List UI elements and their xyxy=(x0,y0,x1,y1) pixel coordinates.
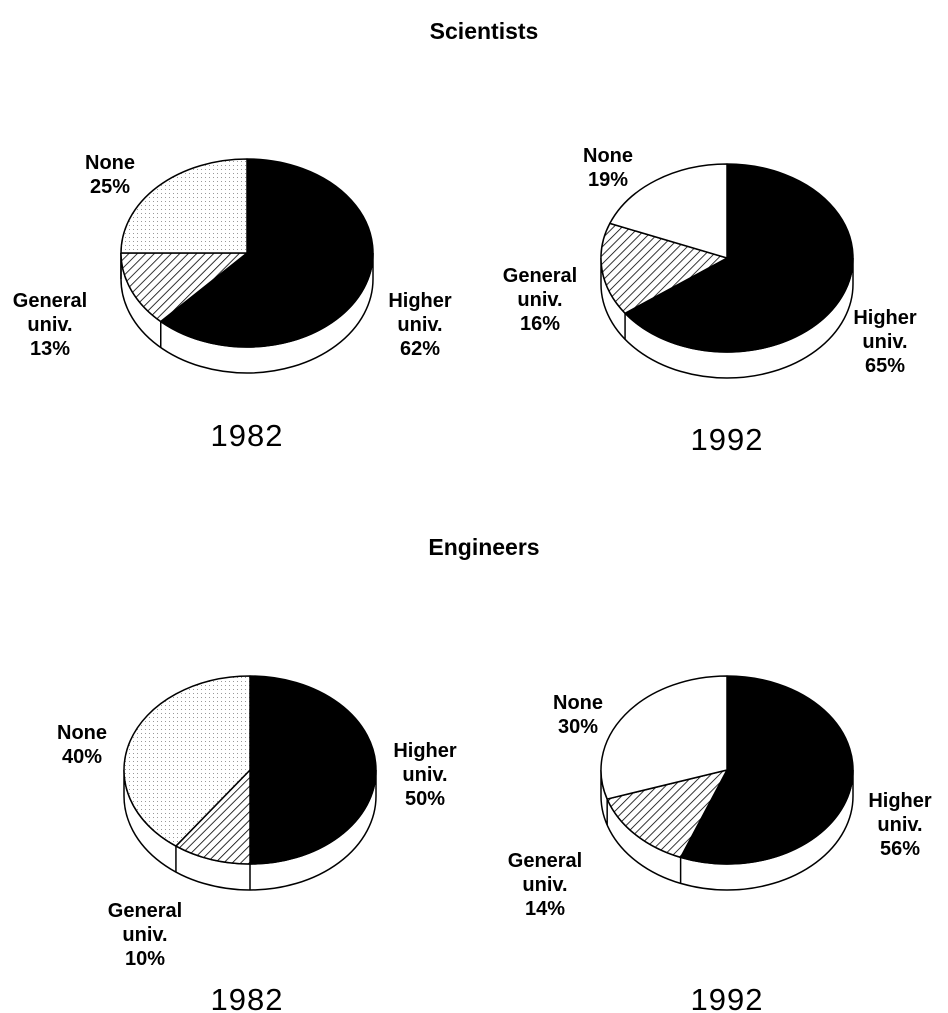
slice-category: General univ. xyxy=(12,290,88,336)
slice-label: Higher univ. 62% xyxy=(388,289,451,361)
pie-slice xyxy=(249,675,377,865)
slice-value: 16% xyxy=(519,313,561,335)
slice-value: 14% xyxy=(524,898,566,920)
slice-label: None 25% xyxy=(85,151,135,199)
slice-label: General univ. 14% xyxy=(508,849,582,921)
pie-title: 1982 xyxy=(210,418,284,453)
slice-category: General univ. xyxy=(507,850,583,896)
slice-category: General univ. xyxy=(502,265,578,311)
slice-category: Higher univ. xyxy=(853,307,917,353)
pie-slice xyxy=(123,675,251,847)
pie-slice xyxy=(609,163,728,259)
pie-slice xyxy=(120,252,248,323)
slice-value: 62% xyxy=(399,338,441,360)
slice-label: General univ. 10% xyxy=(108,899,182,971)
slice-label: None 30% xyxy=(553,691,603,739)
slice-label: General univ. 16% xyxy=(503,264,577,336)
slice-value: 50% xyxy=(404,788,446,810)
slice-label: General univ. 13% xyxy=(13,289,87,361)
slice-value: 19% xyxy=(587,169,629,191)
pie-slice xyxy=(600,675,728,800)
slice-category: None xyxy=(553,692,603,714)
slice-category: Higher univ. xyxy=(868,790,932,836)
slice-label: None 19% xyxy=(583,144,633,192)
pie-slice xyxy=(679,675,854,865)
slice-value: 13% xyxy=(29,338,71,360)
slice-value: 10% xyxy=(124,948,166,970)
section-title: Engineers xyxy=(428,534,540,560)
pie-slice xyxy=(175,769,251,865)
slice-category: None xyxy=(85,152,135,174)
slice-label: None 40% xyxy=(57,721,107,769)
slice-value: 40% xyxy=(61,746,103,768)
pie-slice xyxy=(624,163,854,353)
slice-category: None xyxy=(583,145,633,167)
slice-label: Higher univ. 50% xyxy=(393,739,456,811)
slice-category: Higher univ. xyxy=(388,290,452,336)
slice-value: 65% xyxy=(864,355,906,377)
pie-slice xyxy=(600,222,728,315)
slice-category: None xyxy=(57,722,107,744)
slice-value: 25% xyxy=(89,176,131,198)
slice-value: 30% xyxy=(557,716,599,738)
section-title: Scientists xyxy=(429,18,539,44)
pie-slice xyxy=(159,158,374,348)
slice-category: General univ. xyxy=(107,900,183,946)
pie-title: 1992 xyxy=(690,982,764,1013)
pie-title: 1982 xyxy=(210,982,284,1013)
pie-title: 1992 xyxy=(690,422,764,457)
slice-category: Higher univ. xyxy=(393,740,457,786)
slice-label: Higher univ. 65% xyxy=(853,306,916,378)
slice-label: Higher univ. 56% xyxy=(868,789,931,861)
pie-slice xyxy=(120,158,248,254)
slice-value: 56% xyxy=(879,838,921,860)
